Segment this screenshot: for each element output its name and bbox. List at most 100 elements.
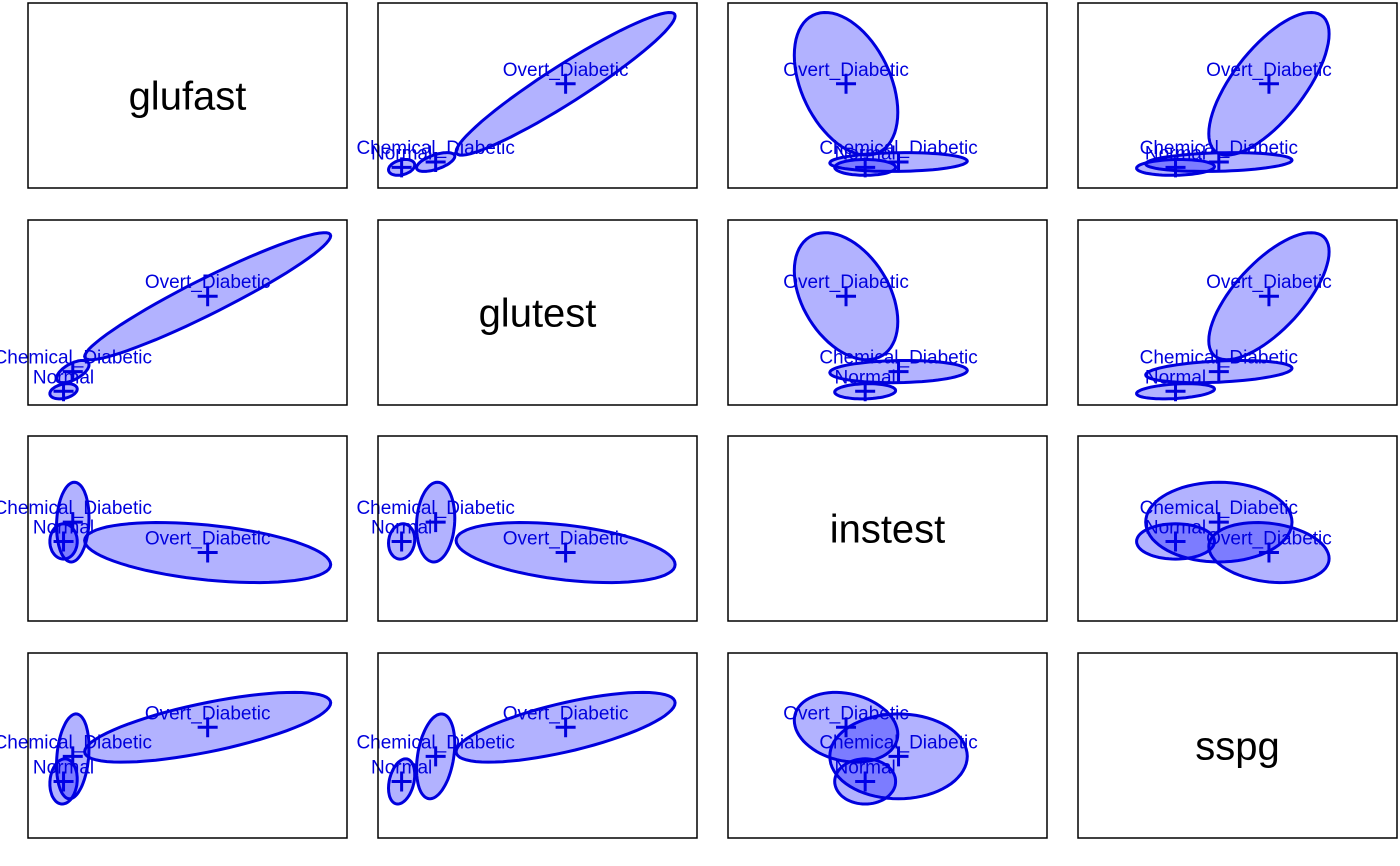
centroid-marker — [53, 381, 74, 402]
ellipse-layer — [1135, 10, 1331, 178]
group-label: Overt_Diabetic — [1206, 60, 1332, 81]
panel-sspg-vs-glutest: Normal Chemical_Diabetic Overt_Diabetic — [356, 652, 698, 839]
centroid-marker — [1165, 531, 1186, 552]
centroid-marker — [197, 286, 218, 307]
group-label: Overt_Diabetic — [145, 703, 271, 724]
group-label: Normal — [371, 517, 432, 538]
panel-frame — [27, 2, 348, 189]
centroid-marker — [1165, 381, 1186, 402]
centroid-marker — [1208, 512, 1229, 533]
centroid-marker — [62, 746, 83, 767]
group-label: Normal — [1145, 367, 1206, 388]
group-label: Overt_Diabetic — [1206, 529, 1332, 550]
ellipse-layer — [386, 480, 677, 585]
centroid-marker — [1258, 286, 1279, 307]
panel-frame — [1077, 219, 1398, 406]
group-label: Chemical_Diabetic — [0, 732, 152, 753]
centroid-marker — [197, 717, 218, 738]
label-layer: Normal Chemical_Diabetic Overt_Diabetic — [356, 703, 628, 778]
centroid-marker — [836, 286, 857, 307]
centroid-marker — [888, 746, 909, 767]
group-label: Normal — [33, 517, 94, 538]
panel-frame — [377, 652, 698, 839]
group-label: Overt_Diabetic — [783, 60, 909, 81]
panel-frame — [727, 219, 1048, 406]
label-layer: Normal Chemical_Diabetic Overt_Diabetic — [783, 703, 978, 778]
panel-frame — [1077, 652, 1398, 839]
group-label: Normal — [33, 367, 94, 388]
group-label: Chemical_Diabetic — [356, 138, 514, 159]
panel-frame — [1077, 435, 1398, 622]
panel-frame — [27, 652, 348, 839]
centroid-marker — [855, 381, 876, 402]
group-label: Overt_Diabetic — [503, 60, 629, 81]
ellipse-layer — [1135, 480, 1331, 585]
centroid-marker — [855, 771, 876, 792]
group-label: Normal — [371, 757, 432, 778]
group-label: Chemical_Diabetic — [819, 732, 977, 753]
centroid-marker — [888, 361, 909, 382]
group-label: Normal — [1145, 143, 1206, 164]
group-label: Chemical_Diabetic — [356, 732, 514, 753]
group-label: Normal — [1145, 517, 1206, 538]
centroid-marker — [555, 542, 576, 563]
centroid-marker — [1258, 542, 1279, 563]
ellipse-layer — [48, 231, 333, 402]
ellipse-layer — [386, 690, 677, 806]
group-label: Normal — [835, 757, 896, 778]
ellipse-layer — [1135, 231, 1331, 402]
group-label: Normal — [371, 143, 432, 164]
centroid-marker — [855, 157, 876, 178]
centroid-marker — [197, 542, 218, 563]
centroid-marker — [888, 152, 909, 173]
ellipse-layer — [792, 231, 969, 402]
variable-label: glutest — [479, 292, 597, 336]
panel-frame — [377, 219, 698, 406]
group-label: Chemical_Diabetic — [1140, 138, 1298, 159]
group-label: Normal — [835, 367, 896, 388]
centroid-marker — [555, 717, 576, 738]
group-label: Overt_Diabetic — [1206, 272, 1332, 293]
ellipse-layer — [48, 690, 333, 806]
panel-frame — [1077, 2, 1398, 189]
centroid-marker — [1208, 152, 1229, 173]
centroid-marker — [1258, 73, 1279, 94]
centroid-marker — [391, 771, 412, 792]
centroid-marker — [836, 717, 857, 738]
centroid-marker — [836, 73, 857, 94]
group-label: Overt_Diabetic — [783, 703, 909, 724]
panel-sspg-vs-glufast: Normal Chemical_Diabetic Overt_Diabetic — [0, 652, 348, 839]
group-label: Chemical_Diabetic — [1140, 348, 1298, 369]
group-label: Overt_Diabetic — [145, 529, 271, 550]
panel-frame — [377, 435, 698, 622]
group-label: Chemical_Diabetic — [356, 498, 514, 519]
diagonal-panel-glutest: glutest — [377, 219, 698, 406]
centroid-marker — [1208, 361, 1229, 382]
panel-frame — [377, 2, 698, 189]
group-label: Overt_Diabetic — [503, 703, 629, 724]
centroid-marker — [555, 73, 576, 94]
panel-frame — [727, 435, 1048, 622]
diagonal-panel-sspg: sspg — [1077, 652, 1398, 839]
ellipse-layer — [792, 10, 969, 178]
centroid-marker — [391, 531, 412, 552]
group-label: Normal — [835, 143, 896, 164]
